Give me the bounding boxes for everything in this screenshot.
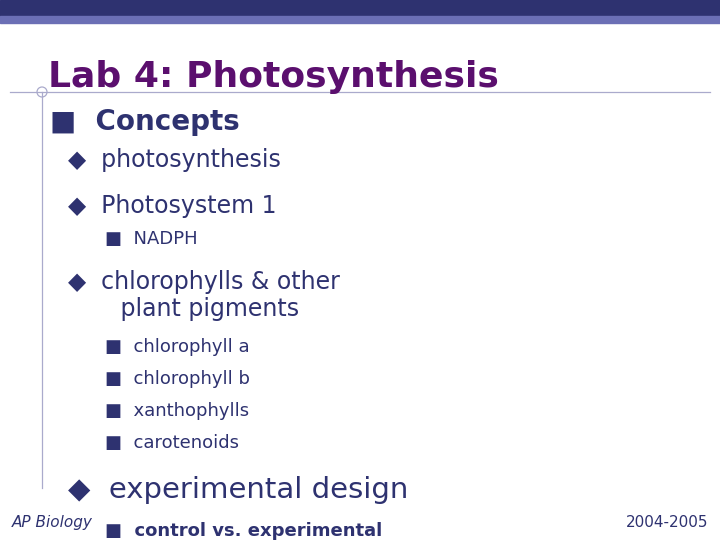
Text: ◆  photosynthesis: ◆ photosynthesis (68, 148, 281, 172)
Text: ■  xanthophylls: ■ xanthophylls (105, 402, 249, 420)
Text: ■  NADPH: ■ NADPH (105, 230, 197, 248)
Bar (0, 0, 720, 16)
Bar (0, 16, 720, 23)
Text: ■  Concepts: ■ Concepts (50, 108, 240, 136)
Text: ■  carotenoids: ■ carotenoids (105, 434, 239, 452)
Text: ■  chlorophyll b: ■ chlorophyll b (105, 370, 250, 388)
Text: ■  control vs. experimental: ■ control vs. experimental (105, 522, 382, 540)
Text: Lab 4: Photosynthesis: Lab 4: Photosynthesis (48, 60, 499, 94)
Text: AP Biology: AP Biology (12, 515, 93, 530)
Text: ■  chlorophyll a: ■ chlorophyll a (105, 338, 250, 356)
Text: ◆  experimental design: ◆ experimental design (68, 476, 408, 504)
Text: ◆  chlorophylls & other
       plant pigments: ◆ chlorophylls & other plant pigments (68, 270, 340, 321)
Text: 2004-2005: 2004-2005 (626, 515, 708, 530)
Text: ◆  Photosystem 1: ◆ Photosystem 1 (68, 194, 276, 218)
